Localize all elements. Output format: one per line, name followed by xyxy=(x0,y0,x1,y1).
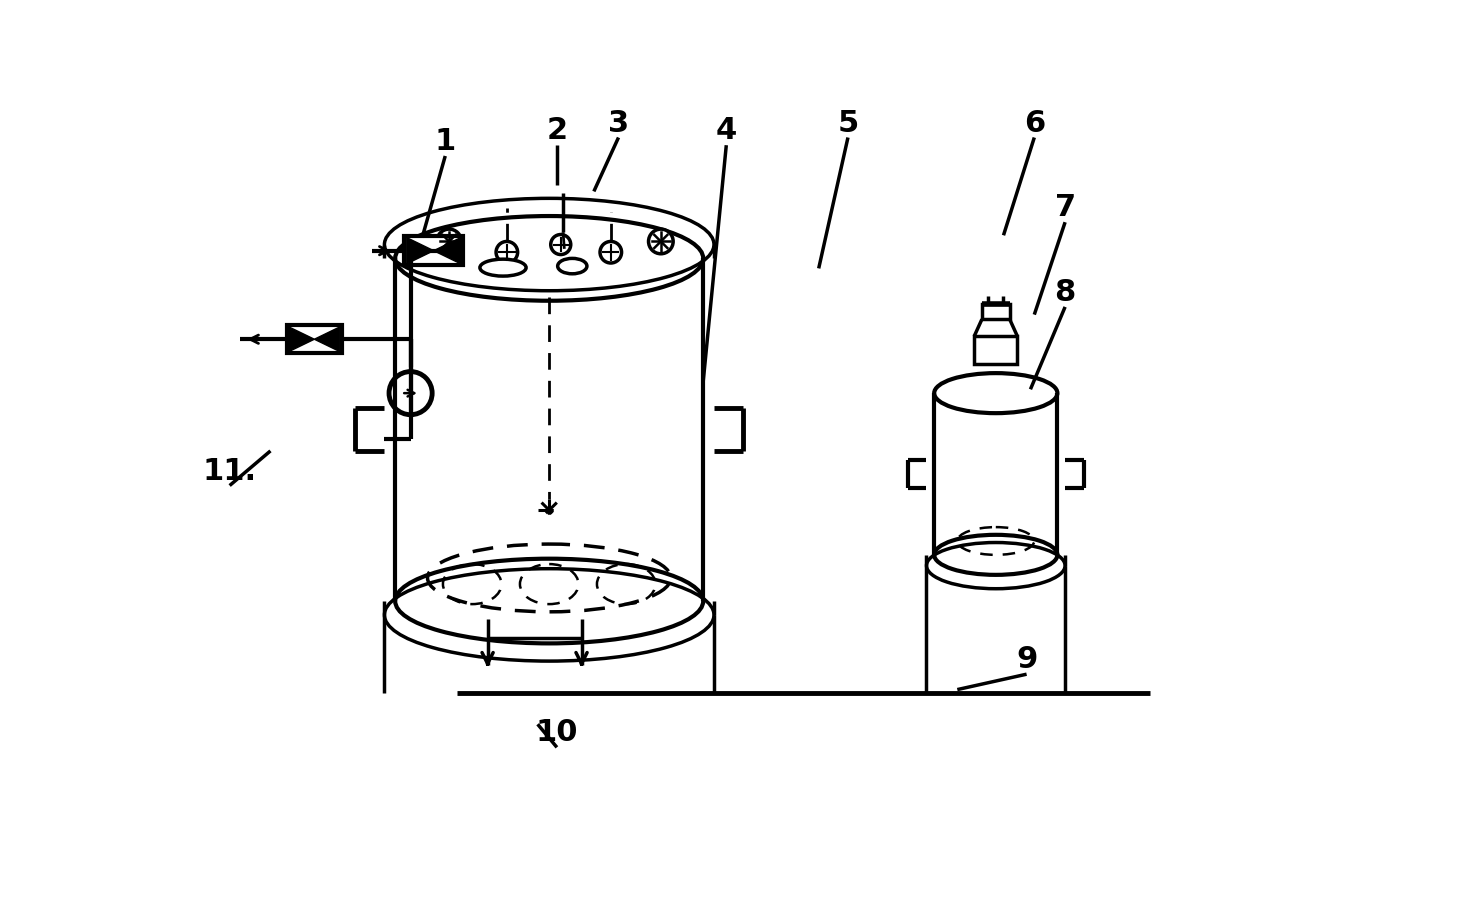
Text: 8: 8 xyxy=(1055,278,1075,307)
Polygon shape xyxy=(433,237,461,263)
FancyBboxPatch shape xyxy=(404,236,463,265)
FancyBboxPatch shape xyxy=(981,304,1009,319)
Text: 9: 9 xyxy=(1017,645,1037,674)
Circle shape xyxy=(389,372,432,415)
Ellipse shape xyxy=(395,216,704,300)
Text: 3: 3 xyxy=(608,108,629,137)
Text: 7: 7 xyxy=(1055,193,1075,222)
Circle shape xyxy=(551,235,571,254)
Text: 1: 1 xyxy=(435,127,455,156)
Ellipse shape xyxy=(934,373,1058,413)
Text: 4: 4 xyxy=(715,116,737,145)
Circle shape xyxy=(497,242,517,263)
Polygon shape xyxy=(314,327,339,352)
Text: 11.: 11. xyxy=(203,456,257,485)
Circle shape xyxy=(436,229,461,253)
Ellipse shape xyxy=(558,258,588,274)
Ellipse shape xyxy=(480,259,526,276)
Text: 5: 5 xyxy=(837,108,858,137)
Text: 6: 6 xyxy=(1024,108,1044,137)
Circle shape xyxy=(648,229,673,253)
FancyBboxPatch shape xyxy=(286,326,342,353)
Text: 2: 2 xyxy=(546,116,567,145)
Text: 10: 10 xyxy=(536,718,579,748)
Circle shape xyxy=(599,242,621,263)
Polygon shape xyxy=(407,237,433,263)
FancyBboxPatch shape xyxy=(974,336,1018,364)
Polygon shape xyxy=(289,327,314,352)
